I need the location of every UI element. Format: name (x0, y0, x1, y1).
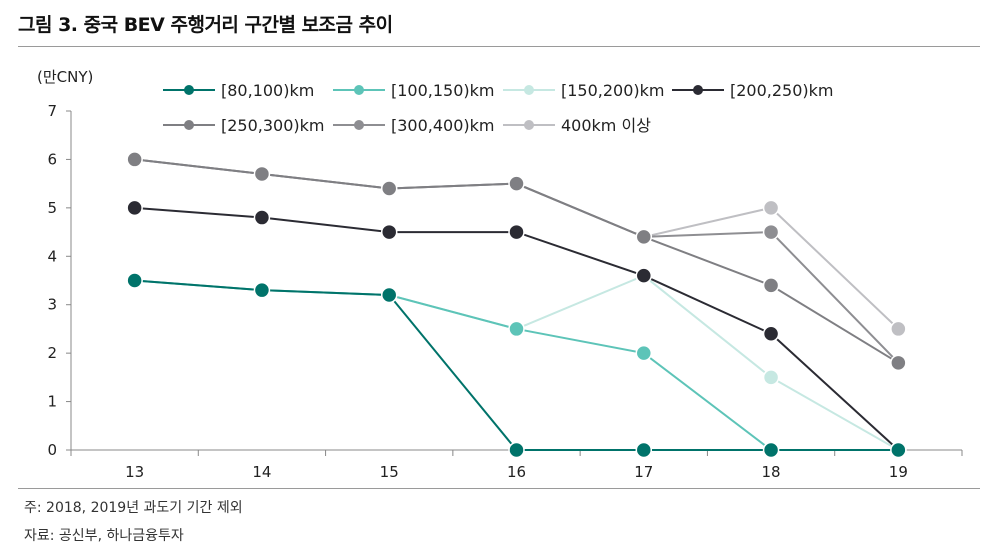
data-point (253, 281, 271, 299)
axes: 0 1 2 3 4 5 6 7 13 14 15 16 17 18 19 (47, 102, 963, 481)
legend-label: 400km 이상 (561, 116, 651, 135)
y-tick-label: 4 (47, 247, 57, 265)
x-tick-label: 18 (762, 463, 781, 481)
data-point (635, 344, 653, 362)
data-point (253, 209, 271, 226)
data-point (508, 175, 525, 192)
legend-swatch-marker (184, 120, 194, 130)
data-point (635, 228, 653, 246)
series-2 (126, 272, 907, 459)
legend-item: 400km 이상 (503, 116, 651, 135)
data-point (126, 199, 143, 217)
x-tick-label: 19 (889, 463, 908, 481)
legend-item: [200,250)km (672, 81, 834, 100)
data-point (126, 272, 143, 289)
data-point (126, 151, 143, 168)
data-point (762, 277, 780, 294)
data-point (253, 165, 271, 183)
data-point (380, 223, 398, 241)
y-axis-unit-label: (만CNY) (37, 68, 93, 86)
data-point (380, 180, 398, 197)
legend-label: [300,400)km (391, 116, 495, 135)
data-point (635, 441, 653, 459)
legend-swatch-marker (524, 85, 534, 95)
data-point (380, 286, 398, 304)
legend: [80,100)km [100,150)km [150,200)km [200,250… (163, 81, 834, 135)
data-point (508, 223, 525, 241)
top-rule (18, 46, 980, 47)
legend-label: [250,300)km (221, 116, 325, 135)
source-note: 자료: 공신부, 하나금융투자 (24, 528, 184, 544)
data-point (635, 267, 653, 284)
data-point (890, 320, 907, 338)
data-point (890, 441, 907, 459)
x-tick-label: 16 (507, 463, 526, 481)
x-tick-label: 15 (380, 463, 399, 481)
data-point (762, 223, 780, 241)
x-tick-label: 13 (125, 463, 144, 481)
legend-label: [100,150)km (391, 81, 495, 100)
series-line (134, 279, 899, 451)
y-tick-label: 7 (47, 102, 57, 120)
legend-swatch-marker (693, 85, 703, 95)
series-line (134, 279, 899, 451)
data-point (762, 199, 780, 217)
data-point (890, 354, 907, 372)
data-point (762, 325, 780, 343)
bottom-rule (18, 488, 980, 489)
legend-label: [150,200)km (561, 81, 665, 100)
legend-label: [200,250)km (730, 81, 834, 100)
series-line (134, 274, 899, 451)
y-tick-label: 5 (47, 199, 57, 217)
series-5 (126, 151, 907, 372)
legend-label: [80,100)km (221, 81, 314, 100)
legend-swatch-marker (524, 120, 534, 130)
legend-swatch-marker (184, 85, 194, 95)
series-layer (126, 151, 907, 459)
y-tick-label: 0 (47, 441, 57, 459)
legend-item: [80,100)km (163, 81, 314, 100)
chart-title: 그림 3. 중국 BEV 주행거리 구간별 보조금 추이 (18, 14, 393, 36)
y-tick-label: 1 (47, 393, 57, 411)
series-1 (126, 272, 907, 459)
data-point (508, 320, 525, 338)
x-tick-label: 17 (634, 463, 653, 481)
legend-item: [300,400)km (333, 116, 495, 135)
y-tick-label: 3 (47, 296, 57, 314)
data-point (508, 441, 525, 459)
data-point (762, 369, 780, 386)
legend-swatch-marker (354, 120, 364, 130)
legend-item: [150,200)km (503, 81, 665, 100)
legend-item: [100,150)km (333, 81, 495, 100)
legend-item: [250,300)km (163, 116, 325, 135)
data-point (762, 441, 780, 459)
y-tick-label: 2 (47, 344, 57, 362)
footnote: 주: 2018, 2019년 과도기 기간 제외 (24, 500, 243, 516)
y-tick-label: 6 (47, 150, 57, 168)
legend-swatch-marker (354, 85, 364, 95)
x-tick-label: 14 (252, 463, 271, 481)
